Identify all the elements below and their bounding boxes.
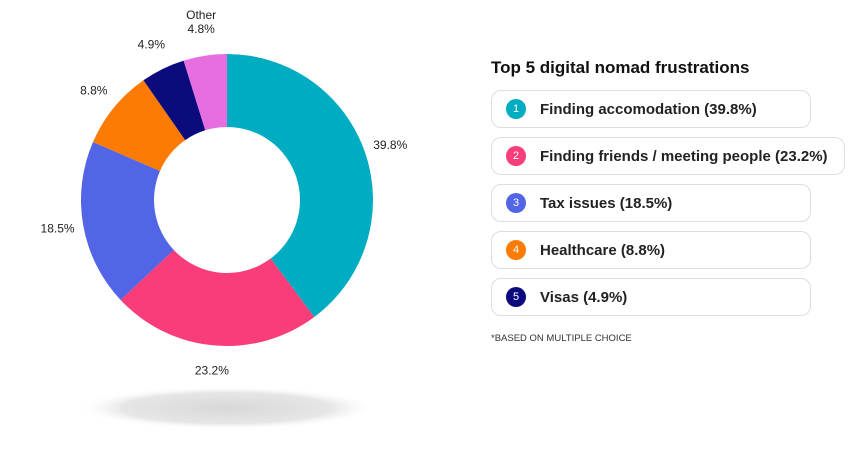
legend-number: 1 [506, 99, 526, 119]
slice [120, 249, 315, 346]
value-label: 39.8% [373, 138, 407, 152]
legend-label: Healthcare (8.8%) [540, 241, 666, 259]
legend-number: 3 [506, 193, 526, 213]
legend-number: 5 [506, 287, 526, 307]
slice [143, 60, 206, 141]
legend-item: 4 Healthcare (8.8%) [491, 231, 811, 269]
value-label: 23.2% [195, 364, 229, 378]
legend-label: Finding accomodation (39.8%) [540, 100, 757, 118]
legend-label: Finding friends / meeting people (23.2%) [540, 147, 828, 165]
value-label: 8.8% [80, 83, 108, 97]
slice [227, 54, 373, 318]
legend-item: 2 Finding friends / meeting people (23.2%… [491, 137, 845, 175]
value-label: 4.9% [138, 38, 166, 52]
shadow [77, 386, 377, 430]
slice [93, 80, 186, 172]
category-label: Other [186, 8, 216, 22]
value-label: 4.8% [187, 22, 215, 36]
slice [183, 54, 227, 131]
legend-item: 5 Visas (4.9%) [491, 278, 811, 316]
legend-label: Visas (4.9%) [540, 288, 628, 306]
legend-number: 4 [506, 240, 526, 260]
legend-item: 3 Tax issues (18.5%) [491, 184, 811, 222]
legend-label: Tax issues (18.5%) [540, 194, 673, 212]
legend-title: Top 5 digital nomad frustrations [491, 58, 750, 77]
legend: Top 5 digital nomad frustrations 1 Findin… [491, 58, 845, 325]
slice [81, 142, 174, 300]
value-label: 18.5% [41, 222, 75, 236]
legend-item: 1 Finding accomodation (39.8%) [491, 90, 811, 128]
legend-number: 2 [506, 146, 526, 166]
footnote: *BASED ON MULTIPLE CHOICE [491, 333, 632, 344]
